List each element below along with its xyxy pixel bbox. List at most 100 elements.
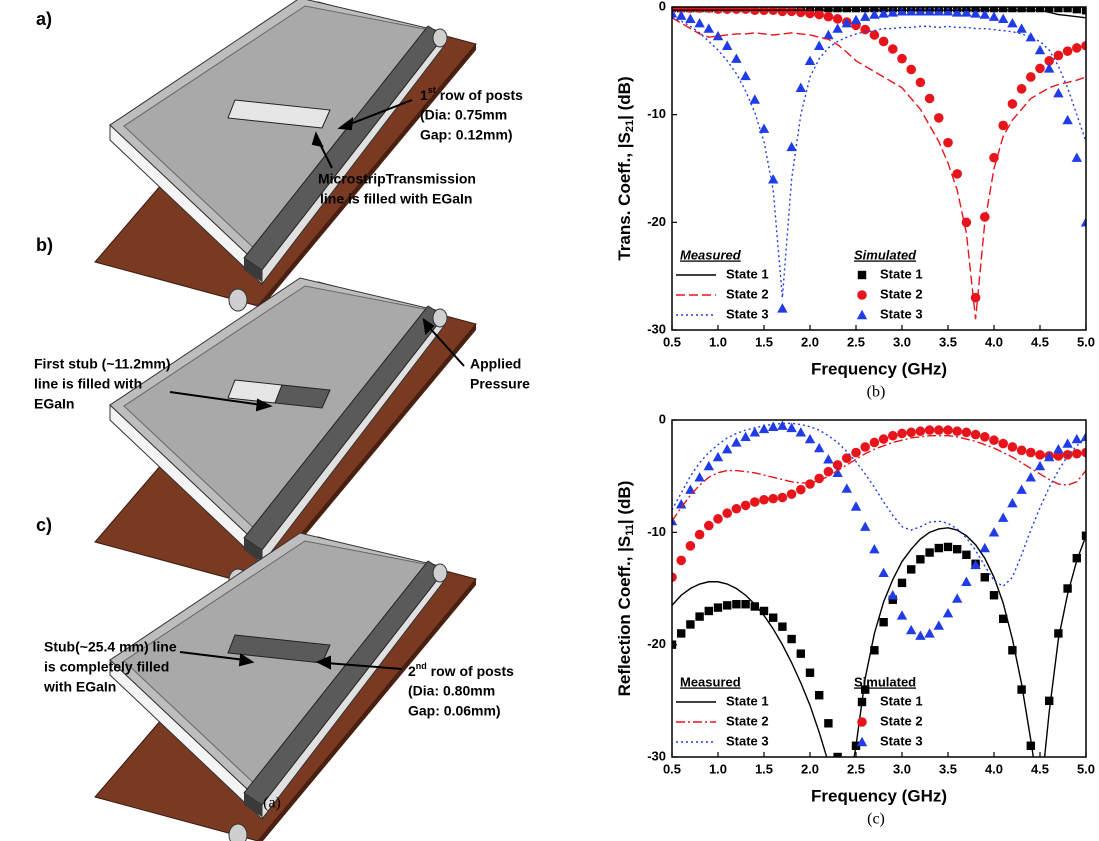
legend-label: State 2 [880,286,923,301]
marker-square [1036,787,1044,795]
marker-square [898,579,906,587]
y-tick-label: -30 [647,748,666,763]
marker-triangle [1007,498,1017,507]
legend-label: State 3 [726,733,769,748]
annotation: 1st row of posts [420,85,523,102]
marker-circle [851,448,861,458]
legend-label: State 2 [726,713,769,728]
x-tick-label: 1.0 [709,761,727,776]
x-tick-label: 1.5 [755,334,773,349]
x-tick-label: 2.0 [801,334,819,349]
marker-circle [695,3,705,13]
x-tick-label: 0.5 [663,334,681,349]
y-axis-label: Trans. Coeff., |S21| (dB) [615,76,635,260]
marker-circle [916,78,926,88]
marker-triangle [998,513,1008,522]
marker-triangle [961,577,971,586]
marker-circle [879,37,889,47]
y-axis-label-part: | (dB) [615,481,634,524]
marker-triangle [952,593,962,602]
marker-triangle [1026,472,1036,481]
annotation: Pressure [470,376,530,392]
marker-square [843,4,851,12]
marker-triangle [814,41,824,50]
marker-triangle [694,18,704,27]
x-tick-label: 4.0 [985,334,1003,349]
marker-triangle [842,483,852,492]
x-tick-label: 2.5 [847,761,865,776]
annotation: line is filled with [34,376,142,392]
marker-circle [805,479,815,489]
marker-circle [732,504,742,514]
marker-circle [676,556,686,566]
y-tick-label: -20 [647,214,666,229]
marker-square [787,635,795,643]
marker-square [935,544,943,552]
marker-square [1008,4,1016,12]
marker-circle [989,435,999,445]
annotation: Gap: 0.06mm) [408,703,501,719]
marker-square [916,555,924,563]
caption: (a) [263,795,281,812]
marker-triangle [805,434,815,443]
annotation: Gap: 0.12mm) [420,127,513,143]
y-axis-label-part: 21 [624,120,636,132]
marker-circle [686,3,696,13]
marker-triangle [980,543,990,552]
marker-square [981,573,989,581]
legend-label: State 3 [726,306,769,321]
marker-triangle [722,444,732,453]
marker-circle [897,54,907,64]
panel-label: c) [36,515,52,535]
annotation: First stub (~11.2mm) [34,356,171,372]
annotation: EGaIn [34,396,74,412]
marker-square [925,548,933,556]
marker-square [1027,4,1035,12]
annotation: MicrostripTransmission [318,171,476,187]
marker-square [944,543,952,551]
marker-triangle [814,443,824,452]
marker-triangle [934,620,944,629]
marker-triangle [989,11,999,20]
marker-circle [962,428,972,438]
marker-circle [722,508,732,518]
marker-circle [857,290,867,300]
marker-triangle [1062,438,1072,447]
legend-title: Simulated [854,674,916,689]
marker-triangle [768,174,778,183]
marker-triangle [998,14,1008,23]
y-axis-label-part: Reflection Coeff., |S [615,536,634,697]
x-tick-label: 3.5 [939,334,957,349]
x-tick-label: 4.5 [1031,334,1049,349]
annotation: 2nd row of posts [408,661,514,678]
annotation: Stub(~25.4 mm) line [44,639,177,655]
marker-circle [824,467,834,477]
marker-square [778,622,786,630]
marker-circle [759,495,769,505]
marker-triangle [731,437,741,446]
marker-circle [778,493,788,503]
x-tick-label: 5.0 [1077,334,1095,349]
marker-triangle [1053,88,1063,97]
marker-circle [906,65,916,75]
marker-triangle [1016,23,1026,32]
y-axis-label-part: | (dB) [615,76,634,119]
marker-square [769,614,777,622]
annotation: (Dia: 0.75mm [420,107,507,123]
marker-triangle [1026,32,1036,41]
x-axis-label: Frequency (GHz) [811,359,947,378]
marker-triangle [1062,115,1072,124]
marker-circle [1026,448,1036,458]
marker-circle [971,430,981,440]
annotation: with EGaIn [43,679,116,695]
annotation: (Dia: 0.80mm [408,683,495,699]
marker-square [1017,4,1025,12]
legend-label: State 2 [726,286,769,301]
legend-label: State 1 [880,693,923,708]
marker-triangle [777,303,787,312]
marker-triangle [777,420,787,429]
marker-circle [1072,449,1082,459]
marker-square [824,719,832,727]
marker-square [1073,5,1081,13]
marker-circle [722,4,732,14]
